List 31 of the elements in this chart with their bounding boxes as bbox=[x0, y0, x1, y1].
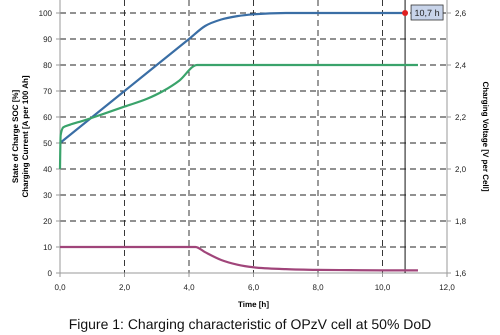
y-tick-label: 10 bbox=[43, 243, 53, 252]
x-tick-label: 8,0 bbox=[312, 283, 324, 292]
y-tick-label: 70 bbox=[43, 87, 53, 96]
y-tick-label: 0 bbox=[48, 269, 53, 278]
y2-tick-label: 2,0 bbox=[455, 165, 467, 174]
y-tick-label: 50 bbox=[43, 139, 53, 148]
y2-tick-label: 2,4 bbox=[455, 61, 467, 70]
y-tick-label: 90 bbox=[43, 35, 53, 44]
x-tick-label: 0,0 bbox=[54, 283, 66, 292]
y-tick-label: 20 bbox=[43, 217, 53, 226]
y-tick-label: 30 bbox=[43, 191, 53, 200]
y-axis-title: State of Charge SOC [%] Charging Current [A per 100 Ah] bbox=[11, 75, 30, 198]
y2-tick-label: 1,8 bbox=[455, 217, 467, 226]
line-series bbox=[58, 64, 420, 170]
x-tick-label: 12,0 bbox=[439, 283, 456, 292]
y2-axis-title: Charging Voltage [V per Cell] bbox=[481, 81, 490, 192]
x-tick-label: 4,0 bbox=[183, 283, 196, 292]
y-tick-label: 40 bbox=[43, 165, 53, 174]
x-tick-label: 6,0 bbox=[248, 283, 260, 292]
x-axis-title: Time [h] bbox=[238, 300, 270, 309]
y2-tick-label: 2,6 bbox=[455, 9, 467, 18]
text: Figure 1: Charging characteristic of OPzV cell at 50% DoD bbox=[68, 316, 432, 332]
x-tick-label: 10,0 bbox=[374, 283, 391, 292]
line-series bbox=[58, 246, 420, 272]
y-tick-label: 60 bbox=[43, 113, 53, 122]
y2-tick-label: 1,6 bbox=[455, 269, 467, 278]
y-tick-label: 80 bbox=[43, 61, 53, 70]
y-tick-label: 100 bbox=[38, 9, 53, 18]
y2-tick-label: 2,2 bbox=[455, 113, 467, 122]
x-tick-label: 2,0 bbox=[118, 283, 131, 292]
annotation: 10,7 h bbox=[414, 8, 440, 18]
